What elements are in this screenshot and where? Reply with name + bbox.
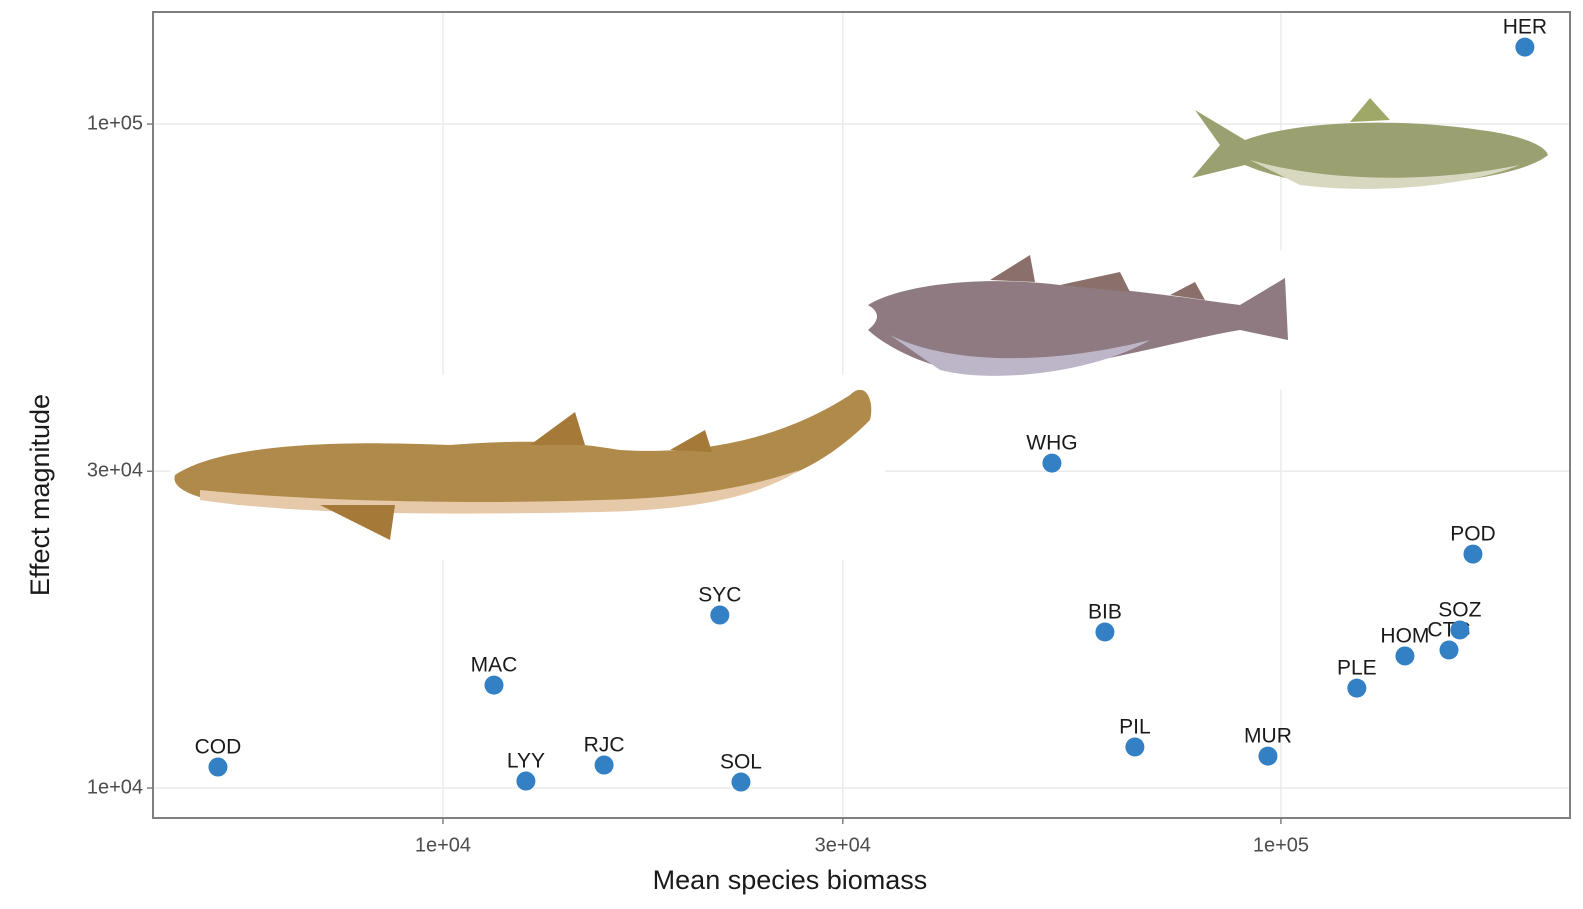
point-label: MAC	[471, 654, 518, 677]
point-label: MUR	[1244, 725, 1292, 748]
point	[484, 675, 504, 695]
x-tick-label: 3e+04	[815, 834, 871, 856]
point-label: SOZ	[1438, 599, 1481, 622]
point-label: RJC	[584, 734, 625, 757]
fish-illustrations	[170, 98, 1548, 560]
panel-border	[152, 11, 1571, 819]
point-label: HOM	[1380, 624, 1429, 647]
point	[1439, 640, 1459, 660]
point	[1395, 646, 1415, 666]
herring-fin	[1350, 98, 1390, 122]
point-label: PLE	[1337, 657, 1377, 680]
herring-belly	[1250, 160, 1520, 189]
point-label: BIB	[1088, 601, 1122, 624]
point	[1515, 37, 1535, 57]
point-label: COD	[195, 736, 242, 759]
y-axis-title: Effect magnitude	[25, 394, 55, 596]
point	[1095, 622, 1115, 642]
point	[208, 757, 228, 777]
y-tick-label: 3e+04	[87, 460, 143, 482]
y-tick-label: 1e+04	[87, 776, 143, 798]
point-label: HER	[1503, 16, 1547, 39]
x-tick-label: 1e+05	[1253, 834, 1309, 856]
point	[731, 772, 751, 792]
point	[1347, 678, 1367, 698]
whiting-belly	[890, 335, 1150, 376]
whiting-body	[868, 278, 1288, 375]
y-tick-label: 1e+05	[87, 112, 143, 134]
point	[1125, 737, 1145, 757]
point	[516, 771, 536, 791]
point	[710, 605, 730, 625]
whiting-fins	[990, 255, 1205, 300]
point-label: LYY	[507, 750, 545, 773]
point	[1463, 544, 1483, 564]
shark-belly	[200, 470, 800, 514]
point	[1258, 746, 1278, 766]
point	[594, 755, 614, 775]
point-label: SYC	[698, 584, 741, 607]
point-label: PIL	[1119, 716, 1151, 739]
x-axis-title: Mean species biomass	[653, 865, 928, 895]
shark-body	[174, 389, 872, 508]
point-label: POD	[1450, 523, 1496, 546]
x-tick-label: 1e+04	[415, 834, 471, 856]
point-label: WHG	[1026, 432, 1077, 455]
point	[1042, 453, 1062, 473]
point-label: SOL	[720, 751, 762, 774]
point	[1450, 620, 1470, 640]
